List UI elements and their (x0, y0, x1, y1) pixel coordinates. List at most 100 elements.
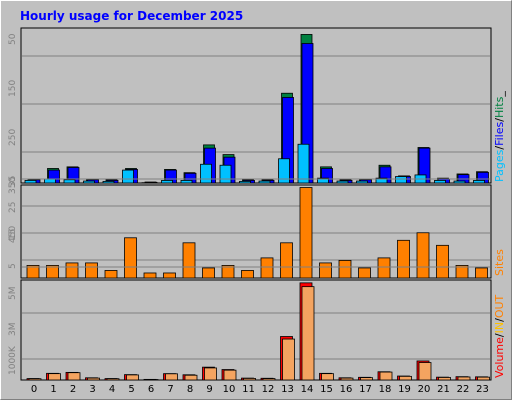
legend-files: Files (493, 121, 506, 145)
out-bar (48, 373, 61, 381)
legend-separator: / (493, 118, 506, 122)
pages-bar (356, 180, 368, 184)
sites-bar (280, 242, 293, 279)
y-tick-label: 50 (8, 33, 18, 45)
pages-bar (453, 180, 466, 184)
sites-bar (436, 244, 449, 279)
out-bar (340, 377, 354, 381)
y-tick-label: 250 (8, 129, 18, 146)
x-tick-label: 9 (206, 384, 212, 395)
pages-bar (219, 164, 232, 184)
sites-bar (397, 239, 410, 279)
x-tick-label: 1 (50, 384, 56, 395)
pages-bar (375, 177, 388, 184)
out-bar (360, 377, 373, 381)
legend-volume: Volume/IN/OUT (493, 294, 506, 378)
sites-bar (163, 272, 176, 279)
x-tick-label: 17 (359, 384, 372, 395)
pages-bar (336, 180, 349, 184)
out-bar (28, 378, 42, 381)
pages-bar (24, 180, 37, 184)
panel-frame (20, 27, 492, 184)
sites-bar (455, 265, 469, 279)
sites-bar (319, 262, 332, 279)
x-tick-label: 3 (89, 384, 95, 395)
sites-bar (104, 270, 118, 279)
volume-panel (20, 266, 492, 381)
out-bar (438, 377, 451, 381)
pages-bar (317, 177, 329, 184)
legend-sites-label: Sites (493, 249, 506, 276)
sites-bar (182, 242, 196, 279)
pages-bar (297, 143, 310, 184)
out-bar (301, 286, 315, 381)
pages-bar (161, 180, 173, 184)
x-tick-label: 22 (457, 384, 470, 395)
x-tick-label: 13 (281, 384, 294, 395)
out-bar (418, 362, 432, 381)
legend-separator: / (493, 146, 506, 150)
sites-bar (377, 257, 391, 279)
y-tick-label: 5 (8, 263, 18, 269)
sites-bar (65, 262, 79, 279)
pages-bar (180, 180, 193, 184)
sites-bar (241, 270, 254, 279)
out-bar (106, 378, 120, 381)
legend-volume-label: Volume (493, 337, 506, 378)
legend-separator: _ (493, 91, 506, 98)
sites-panel (20, 178, 492, 279)
out-bar (223, 369, 237, 381)
legend-hits: Hits (493, 96, 506, 118)
x-tick-label: 16 (340, 384, 353, 395)
out-bar (379, 371, 393, 381)
out-bar (457, 376, 471, 381)
y-tick-label: 350 (8, 177, 18, 194)
y-tick-label: 25 (8, 202, 18, 213)
out-bar (321, 373, 334, 381)
x-tick-label: 10 (223, 384, 236, 395)
panel-frame (20, 279, 492, 381)
x-tick-label: 14 (301, 384, 314, 395)
x-tick-label: 5 (128, 384, 134, 395)
out-bar (204, 367, 217, 381)
y-tick-label: 450 (8, 226, 18, 243)
sites-bar (358, 267, 371, 279)
out-bar (399, 375, 412, 381)
pages-bar (473, 180, 485, 184)
sites-bar (299, 187, 313, 279)
y-tick-label: 5M (8, 287, 18, 301)
pages-bar (122, 169, 134, 184)
out-bar (184, 374, 198, 381)
pages-bar (83, 180, 95, 184)
legend-sites: Sites (493, 249, 506, 276)
pages-bar (102, 180, 115, 184)
y-tick-label: 3M (8, 323, 18, 337)
y-tick-label: 150 (8, 80, 18, 97)
legend-separator: / (493, 318, 506, 322)
x-tick-label: 7 (167, 384, 173, 395)
sites-bar (260, 257, 274, 279)
pages-bar (239, 180, 251, 184)
pages-bar (434, 180, 446, 184)
out-bar (165, 373, 178, 381)
y-tick-label: 35 (8, 176, 18, 187)
pages-bar (258, 180, 271, 184)
out-bar (262, 378, 276, 381)
y-tick-label: 15 (8, 229, 18, 240)
pages-bar (395, 176, 407, 184)
legend-separator: / (493, 333, 506, 337)
legend-out-label: OUT (493, 294, 506, 318)
x-tick-label: 18 (379, 384, 392, 395)
sites-bar (124, 237, 137, 279)
x-tick-label: 6 (148, 384, 154, 395)
x-tick-label: 0 (31, 384, 37, 395)
pages-bar (63, 179, 76, 184)
x-tick-label: 20 (418, 384, 431, 395)
x-tick-label: 4 (109, 384, 115, 395)
sites-bar (85, 262, 98, 279)
pages-bar (200, 163, 212, 184)
sites-bar (221, 265, 235, 279)
x-tick-label: 21 (437, 384, 450, 395)
